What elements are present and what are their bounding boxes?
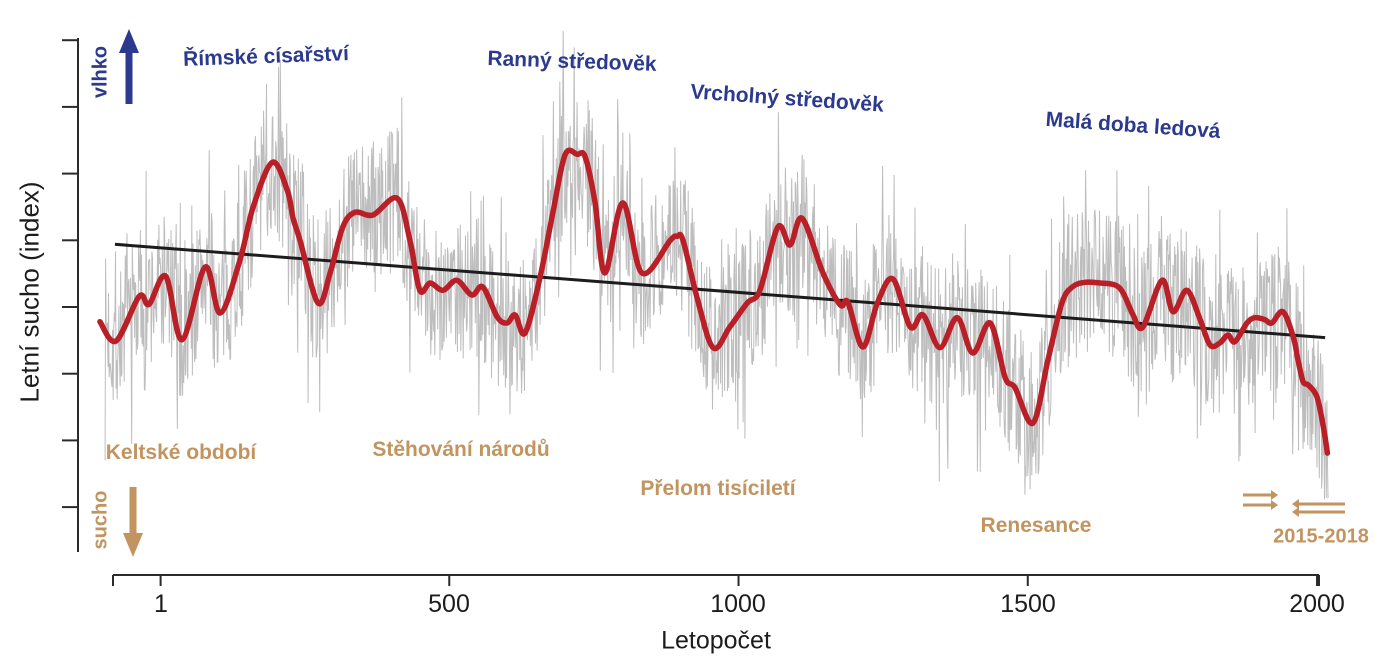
- period-label-millennium-turn: Přelom tisíciletí: [640, 477, 796, 500]
- x-tick-label-1000: 1000: [710, 590, 766, 618]
- smoothed-series-line: [97, 147, 1331, 456]
- x-tick-label-500: 500: [428, 590, 470, 618]
- period-label-migration-period: Stěhování národů: [372, 438, 550, 461]
- x-axis: [112, 574, 1320, 586]
- event-2015-2018-arrows-icon: [1243, 490, 1345, 517]
- x-tick-label-2000: 2000: [1289, 590, 1345, 618]
- period-label-celtic: Keltské období: [105, 441, 257, 464]
- dry-direction-label: sucho: [89, 490, 112, 550]
- y-axis: [62, 38, 79, 552]
- period-label-renaissance: Renesance: [980, 514, 1092, 537]
- dry-down-arrow-icon: [123, 487, 143, 557]
- x-tick-label-1500: 1500: [1000, 590, 1056, 618]
- wet-direction-label: vlhko: [89, 45, 112, 99]
- x-axis-label: Letopočet: [661, 626, 771, 655]
- event-label-2015-2018: 2015-2018: [1273, 525, 1369, 548]
- trend-line: [114, 242, 1326, 340]
- x-tick-label-1: 1: [154, 590, 168, 618]
- wet-up-arrow-icon: [119, 29, 139, 104]
- y-axis-label: Letní sucho (index): [14, 181, 45, 403]
